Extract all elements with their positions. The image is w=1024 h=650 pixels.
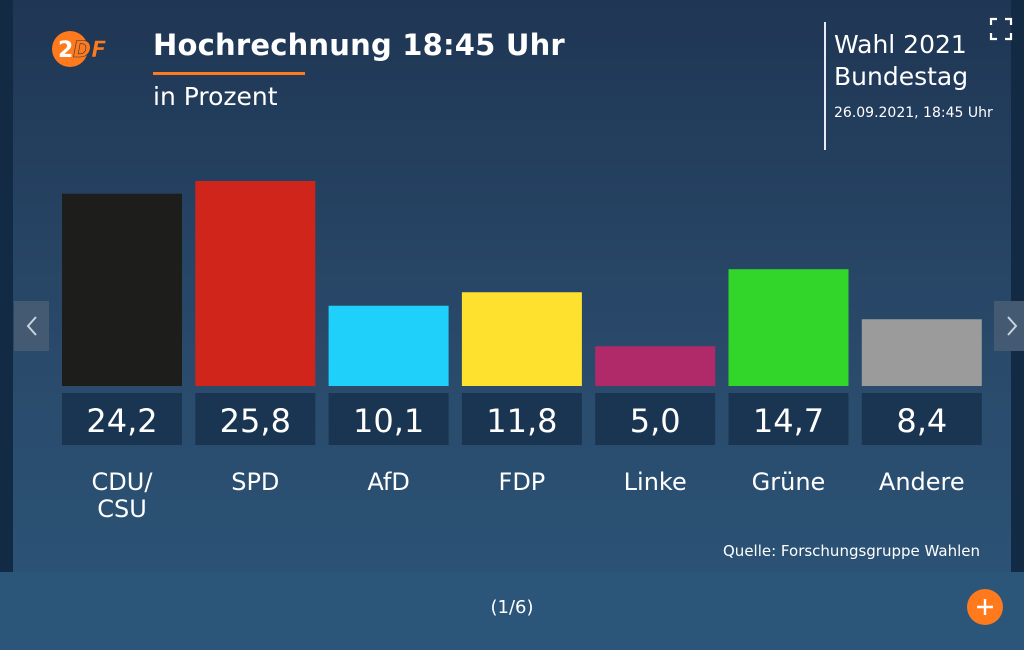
value-label: 14,7 xyxy=(753,402,824,440)
fullscreen-button[interactable] xyxy=(986,14,1016,44)
bar-3 xyxy=(461,292,582,386)
chevron-left-icon xyxy=(26,316,37,336)
category-label: FDP xyxy=(499,468,546,496)
bar-chart: 24,2 CDU/CSU 25,8 SPD 10,1 AfD 11,8 FDP 5,0 Linke… xyxy=(62,181,982,523)
value-label-box xyxy=(728,393,849,445)
bar-5 xyxy=(728,269,849,386)
zdf-logo: 2 DF xyxy=(51,30,119,68)
source-note: Quelle: Forschungsgruppe Wahlen xyxy=(723,542,980,560)
previous-slide-button[interactable] xyxy=(14,301,49,351)
value-label: 11,8 xyxy=(486,402,557,440)
svg-text:DF: DF xyxy=(73,38,106,63)
election-date: 26.09.2021, 18:45 Uhr xyxy=(834,105,993,121)
left-edge-strip xyxy=(0,0,13,650)
value-label: 8,4 xyxy=(896,402,947,440)
bar-1 xyxy=(195,181,316,386)
fullscreen-icon xyxy=(989,17,1013,41)
chevron-right-icon xyxy=(1006,316,1017,336)
svg-text:2: 2 xyxy=(58,38,73,63)
slide-pager: (1/6) xyxy=(490,597,534,618)
next-slide-button[interactable] xyxy=(994,301,1024,351)
bar-6 xyxy=(861,319,982,386)
value-label: 10,1 xyxy=(353,402,424,440)
value-label-box xyxy=(861,393,982,445)
value-label-box xyxy=(461,393,582,445)
chart-subtitle: in Prozent xyxy=(153,82,278,111)
bar-4 xyxy=(595,346,716,386)
value-label-box xyxy=(195,393,316,445)
value-label: 24,2 xyxy=(86,402,157,440)
value-label-box xyxy=(595,393,716,445)
add-button[interactable] xyxy=(967,589,1003,625)
value-label: 5,0 xyxy=(630,402,681,440)
election-name: Wahl 2021 xyxy=(834,30,967,59)
category-label: Grüne xyxy=(752,468,826,496)
footer-bar xyxy=(0,572,1024,650)
election-body: Bundestag xyxy=(834,62,969,91)
value-label: 25,8 xyxy=(220,402,291,440)
category-label: CSU xyxy=(97,495,147,523)
category-label: SPD xyxy=(231,468,279,496)
info-divider xyxy=(824,22,826,150)
value-label-box xyxy=(62,393,182,445)
plus-icon xyxy=(977,599,993,615)
title-underline xyxy=(153,72,305,75)
value-label-box xyxy=(328,393,449,445)
category-label: Andere xyxy=(879,468,965,496)
category-label: Linke xyxy=(624,468,687,496)
category-label: CDU/ xyxy=(92,468,154,496)
bar-2 xyxy=(328,305,449,386)
chart-title: Hochrechnung 18:45 Uhr xyxy=(153,28,565,62)
category-label: AfD xyxy=(367,468,410,496)
bar-0 xyxy=(62,193,182,386)
